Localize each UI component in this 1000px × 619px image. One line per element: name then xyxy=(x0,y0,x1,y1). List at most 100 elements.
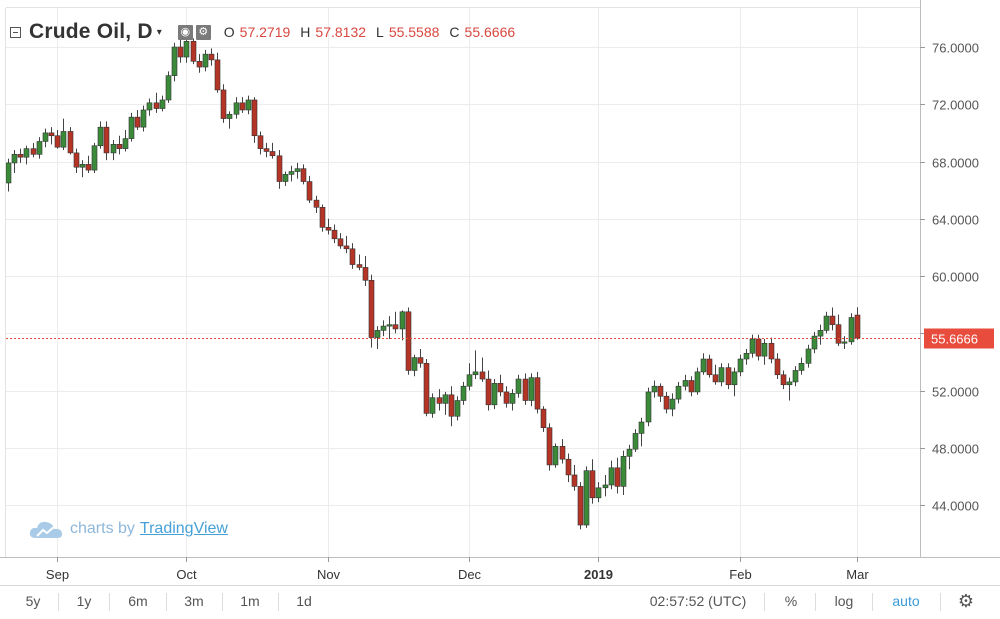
candle-body xyxy=(528,377,535,401)
candle-body xyxy=(263,148,270,152)
candle xyxy=(534,371,541,414)
chevron-down-icon[interactable]: ▾ xyxy=(156,26,162,38)
candle-body xyxy=(786,381,793,386)
candle-body xyxy=(835,324,842,344)
candle-body xyxy=(645,391,652,423)
candle xyxy=(743,348,750,365)
candle xyxy=(276,150,283,189)
candle xyxy=(386,316,393,339)
y-tick-label: 60.0000 xyxy=(932,270,979,285)
percent-scale-button[interactable]: % xyxy=(784,593,798,609)
candle xyxy=(282,171,289,186)
collapse-legend-icon[interactable] xyxy=(10,26,21,38)
candle xyxy=(792,366,799,387)
candle-body xyxy=(638,421,645,434)
candle-body xyxy=(780,374,787,386)
candle xyxy=(805,344,812,368)
candle xyxy=(540,406,547,433)
candle-body xyxy=(712,374,719,383)
candle xyxy=(552,443,559,468)
toolbar-divider xyxy=(109,593,110,611)
candle-body xyxy=(91,145,98,171)
candle xyxy=(448,386,455,427)
candle-body xyxy=(134,116,141,128)
eye-icon[interactable]: ◉ xyxy=(177,24,193,40)
candle xyxy=(491,379,498,410)
log-scale-button[interactable]: log xyxy=(834,593,854,609)
plot-background xyxy=(6,8,920,557)
x-tick-label: Dec xyxy=(458,567,482,582)
range-3m-button[interactable]: 3m xyxy=(184,593,204,609)
y-tick-label: 64.0000 xyxy=(932,213,979,228)
symbol-title[interactable]: Crude Oil, D xyxy=(29,20,153,43)
candle xyxy=(306,175,313,204)
toolbar-divider xyxy=(815,593,816,611)
candle xyxy=(331,224,338,244)
tradingview-watermark[interactable]: charts by TradingView xyxy=(28,518,228,540)
toolbar-divider xyxy=(58,593,59,611)
range-5y-button[interactable]: 5y xyxy=(25,593,41,609)
candle-body xyxy=(5,162,12,184)
candle xyxy=(288,165,295,182)
candle xyxy=(479,357,486,382)
candle xyxy=(811,331,818,354)
candle xyxy=(559,439,566,464)
candle-body xyxy=(811,335,818,350)
candle xyxy=(269,142,276,159)
candle-body xyxy=(454,400,461,417)
candle-body xyxy=(442,394,449,404)
candle-body xyxy=(331,229,338,240)
candle-body xyxy=(472,371,479,376)
candle-body xyxy=(103,126,110,154)
candle xyxy=(706,354,713,378)
y-tick-label: 72.0000 xyxy=(932,98,979,113)
candle xyxy=(497,374,504,397)
clock-time[interactable]: 02:57:52 (UTC) xyxy=(649,593,747,609)
candle-body xyxy=(706,358,713,376)
candle-body xyxy=(245,99,252,111)
candle-body xyxy=(798,363,805,371)
candle xyxy=(829,307,836,331)
range-1d-button[interactable]: 1d xyxy=(296,593,312,609)
candle xyxy=(91,142,98,173)
candle-body xyxy=(42,132,49,142)
candle-body xyxy=(718,367,725,383)
candle-body xyxy=(620,456,627,487)
candle-body xyxy=(823,315,830,331)
candle-body xyxy=(165,75,172,101)
candle-body xyxy=(220,89,227,119)
candle-body xyxy=(755,338,762,357)
candle xyxy=(638,417,645,447)
toolbar-divider xyxy=(278,593,279,611)
tradingview-link[interactable]: TradingView xyxy=(139,520,228,537)
gear-icon[interactable]: ⚙ xyxy=(957,591,975,611)
low-label: L xyxy=(376,24,384,40)
candle xyxy=(700,353,707,375)
candle xyxy=(718,363,725,387)
candle-body xyxy=(559,446,566,460)
candle-body xyxy=(300,168,307,182)
candle xyxy=(233,97,240,119)
auto-scale-button[interactable]: auto xyxy=(892,593,920,609)
candle-body xyxy=(122,138,129,149)
gear-icon[interactable]: ⚙ xyxy=(195,24,211,40)
candle-body xyxy=(552,446,559,466)
range-6m-button[interactable]: 6m xyxy=(128,593,148,609)
x-tick-label: 2019 xyxy=(584,567,613,582)
candle-body xyxy=(128,116,135,139)
candle-body xyxy=(380,325,387,331)
range-1y-button[interactable]: 1y xyxy=(76,593,92,609)
price-chart[interactable]: 76.000072.000068.000064.000060.000056.00… xyxy=(0,0,1000,585)
candle-body xyxy=(848,317,855,343)
candle-body xyxy=(737,358,744,373)
candle xyxy=(122,130,129,152)
range-1m-button[interactable]: 1m xyxy=(240,593,260,609)
candle xyxy=(798,357,805,375)
candle xyxy=(30,142,37,158)
candle-body xyxy=(626,448,633,457)
candle-body xyxy=(503,391,510,404)
candle xyxy=(257,131,264,155)
candle xyxy=(196,54,203,73)
candle xyxy=(663,391,670,414)
candle-body xyxy=(417,357,424,364)
